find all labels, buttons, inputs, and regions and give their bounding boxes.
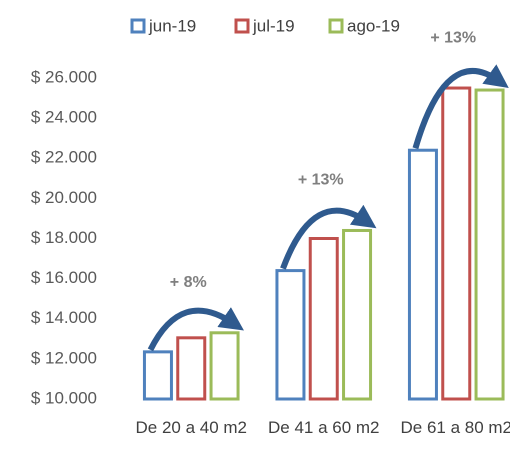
- bar: [176, 336, 207, 401]
- annotation: + 13%: [430, 29, 476, 46]
- y-tick-label: $ 20.000: [31, 188, 97, 207]
- trend-arrow: [412, 64, 509, 150]
- y-tick-label: $ 12.000: [31, 348, 97, 367]
- y-tick-label: $ 22.000: [31, 148, 97, 167]
- legend-swatch: [328, 18, 344, 34]
- x-tick-label: De 61 a 80 m2: [400, 418, 510, 437]
- bar: [342, 228, 373, 401]
- legend-label: ago-19: [347, 16, 400, 35]
- bar: [407, 148, 438, 401]
- y-tick-label: $ 26.000: [31, 67, 97, 86]
- trend-arrow: [280, 204, 377, 270]
- x-tick-label: De 41 a 60 m2: [267, 418, 380, 437]
- legend-label: jul-19: [252, 16, 295, 35]
- bar: [308, 237, 339, 401]
- annotation: + 13%: [298, 172, 344, 189]
- trend-arrow: [147, 307, 244, 352]
- bar: [142, 350, 173, 401]
- bar: [441, 86, 472, 401]
- y-tick-label: $ 16.000: [31, 268, 97, 287]
- annotation: + 8%: [170, 274, 207, 291]
- y-tick-label: $ 24.000: [31, 108, 97, 127]
- y-tick-label: $ 18.000: [31, 228, 97, 247]
- bar: [474, 88, 505, 401]
- x-tick-label: De 20 a 40 m2: [135, 418, 247, 437]
- legend-label: jun-19: [148, 16, 196, 35]
- bar: [275, 269, 306, 401]
- bar: [209, 331, 240, 401]
- legend-swatch: [130, 18, 146, 34]
- legend-swatch: [234, 18, 250, 34]
- y-tick-label: $ 14.000: [31, 308, 97, 327]
- y-tick-label: $ 10.000: [31, 388, 97, 407]
